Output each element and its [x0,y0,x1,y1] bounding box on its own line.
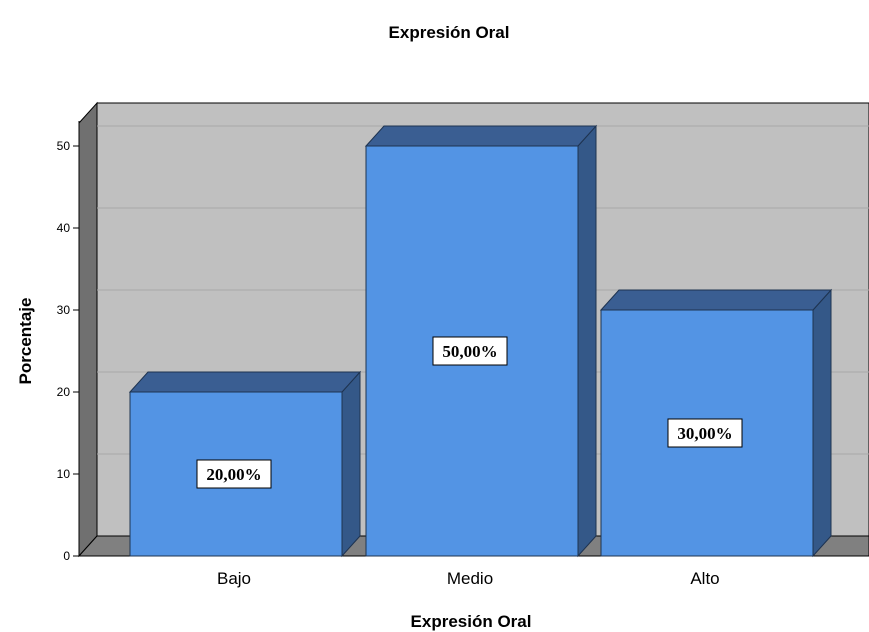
data-label-box [667,418,743,448]
data-label-text: 30,00% [677,424,732,443]
y-tick-label: 0 [63,549,70,563]
x-axis: Bajo Medio Alto [217,569,720,588]
chart-title: Expresión Oral [389,23,510,42]
data-label-text: 20,00% [206,465,261,484]
y-tick-label: 30 [57,303,71,317]
data-label-box [432,336,508,366]
x-axis-title: Expresión Oral [411,612,532,631]
data-label: 50,00% [432,336,508,366]
bar-side [812,288,832,558]
category-label: Bajo [217,569,251,588]
y-tick-label: 20 [57,385,71,399]
data-label-box [196,459,272,489]
bar-top [128,371,362,393]
bar-side [577,124,597,558]
category-label: Medio [447,569,493,588]
data-label-text: 50,00% [442,342,497,361]
category-label: Alto [690,569,719,588]
bar-top [364,125,598,147]
bar-medio [364,124,598,558]
data-label: 30,00% [667,418,743,448]
plot-side-wall [78,101,98,558]
y-axis-title: Porcentaje [16,298,35,385]
y-tick-label: 50 [57,139,71,153]
bar-top [599,289,833,311]
data-label: 20,00% [196,459,272,489]
y-tick-label: 40 [57,221,71,235]
y-axis: 0 10 20 30 40 50 [57,121,80,563]
y-tick-label: 10 [57,467,71,481]
data-labels: 20,00% 50,00% 30,00% [196,336,743,489]
bar-side [341,370,361,558]
